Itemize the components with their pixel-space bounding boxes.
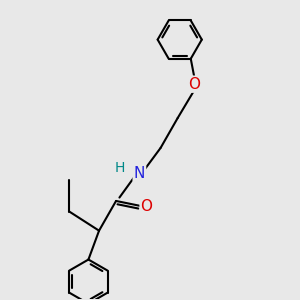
Text: N: N — [134, 166, 145, 181]
Text: O: O — [141, 199, 153, 214]
Text: H: H — [115, 161, 125, 175]
Text: O: O — [189, 77, 201, 92]
